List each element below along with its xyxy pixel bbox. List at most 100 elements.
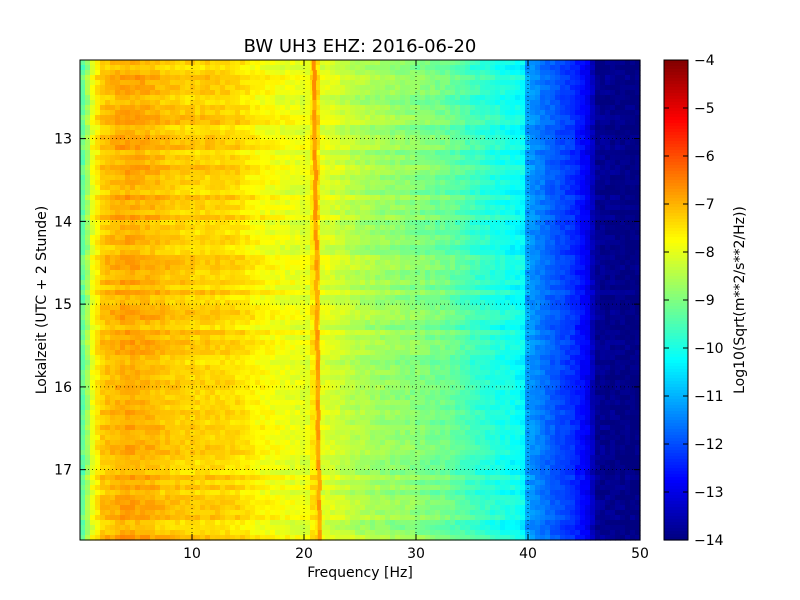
heatmap-cell (460, 170, 466, 176)
heatmap-cell (235, 165, 241, 171)
heatmap-cell (420, 190, 426, 196)
heatmap-cell (360, 95, 366, 101)
heatmap-cell (475, 155, 481, 161)
heatmap-cell (375, 135, 381, 141)
heatmap-cell (150, 135, 156, 141)
heatmap-cell (580, 125, 586, 131)
heatmap-cell (100, 105, 106, 111)
heatmap-cell (395, 210, 401, 216)
heatmap-cell (500, 215, 506, 221)
heatmap-cell (605, 235, 611, 241)
heatmap-cell (145, 190, 151, 196)
heatmap-cell (205, 210, 211, 216)
heatmap-cell (350, 200, 356, 206)
heatmap-cell (330, 225, 336, 231)
heatmap-cell (345, 185, 351, 191)
heatmap-cell (265, 210, 271, 216)
heatmap-cell (225, 215, 231, 221)
heatmap-cell (485, 200, 491, 206)
heatmap-cell (185, 150, 191, 156)
heatmap-cell (250, 185, 256, 191)
heatmap-cell (470, 145, 476, 151)
heatmap-cell (630, 150, 636, 156)
heatmap-cell (560, 270, 566, 276)
heatmap-cell (305, 145, 311, 151)
heatmap-cell (245, 240, 251, 246)
heatmap-cell (310, 200, 316, 206)
heatmap-cell (135, 140, 141, 146)
heatmap-cell (370, 180, 376, 186)
heatmap-cell (320, 180, 326, 186)
heatmap-cell (635, 150, 641, 156)
heatmap-cell (170, 260, 176, 266)
heatmap-cell (245, 235, 251, 241)
heatmap-cell (235, 75, 241, 81)
heatmap-cell (515, 90, 521, 96)
heatmap-cell (535, 100, 541, 106)
heatmap-cell (380, 125, 386, 131)
heatmap-cell (275, 110, 281, 116)
heatmap-cell (475, 230, 481, 236)
heatmap-cell (570, 185, 576, 191)
heatmap-cell (625, 205, 631, 211)
heatmap-cell (285, 105, 291, 111)
heatmap-cell (200, 200, 206, 206)
heatmap-cell (605, 250, 611, 256)
heatmap-cell (250, 95, 256, 101)
heatmap-cell (80, 190, 86, 196)
heatmap-cell (380, 225, 386, 231)
heatmap-cell (390, 165, 396, 171)
heatmap-cell (355, 155, 361, 161)
heatmap-cell (345, 175, 351, 181)
heatmap-cell (465, 130, 471, 136)
heatmap-cell (450, 195, 456, 201)
heatmap-cell (200, 180, 206, 186)
heatmap-cell (220, 195, 226, 201)
heatmap-cell (350, 280, 356, 286)
heatmap-cell (490, 195, 496, 201)
heatmap-cell (455, 60, 461, 66)
heatmap-cell (340, 270, 346, 276)
heatmap-cell (420, 120, 426, 126)
heatmap-cell (310, 225, 316, 231)
heatmap-cell (340, 135, 346, 141)
heatmap-cell (560, 255, 566, 261)
heatmap-cell (460, 95, 466, 101)
heatmap-cell (420, 250, 426, 256)
heatmap-cell (400, 260, 406, 266)
heatmap-cell (190, 190, 196, 196)
heatmap-cell (335, 160, 341, 166)
heatmap-cell (255, 280, 261, 286)
heatmap-cell (230, 70, 236, 76)
heatmap-cell (85, 105, 91, 111)
heatmap-cell (450, 185, 456, 191)
heatmap-cell (350, 75, 356, 81)
heatmap-cell (145, 60, 151, 66)
heatmap-cell (230, 215, 236, 221)
heatmap-cell (445, 250, 451, 256)
heatmap-cell (265, 95, 271, 101)
heatmap-cell (475, 65, 481, 71)
heatmap-cell (100, 175, 106, 181)
heatmap-cell (140, 170, 146, 176)
heatmap-cell (560, 165, 566, 171)
heatmap-cell (450, 265, 456, 271)
heatmap-cell (85, 180, 91, 186)
heatmap-cell (275, 260, 281, 266)
heatmap-cell (550, 80, 556, 86)
heatmap-cell (355, 60, 361, 66)
heatmap-cell (295, 255, 301, 261)
heatmap-cell (110, 70, 116, 76)
heatmap-cell (455, 165, 461, 171)
heatmap-cell (250, 205, 256, 211)
heatmap-cell (365, 205, 371, 211)
heatmap-cell (385, 115, 391, 121)
heatmap-cell (370, 130, 376, 136)
heatmap-cell (315, 135, 321, 141)
heatmap-cell (585, 70, 591, 76)
heatmap-cell (240, 145, 246, 151)
heatmap-cell (395, 255, 401, 261)
heatmap-cell (180, 110, 186, 116)
heatmap-cell (415, 60, 421, 66)
